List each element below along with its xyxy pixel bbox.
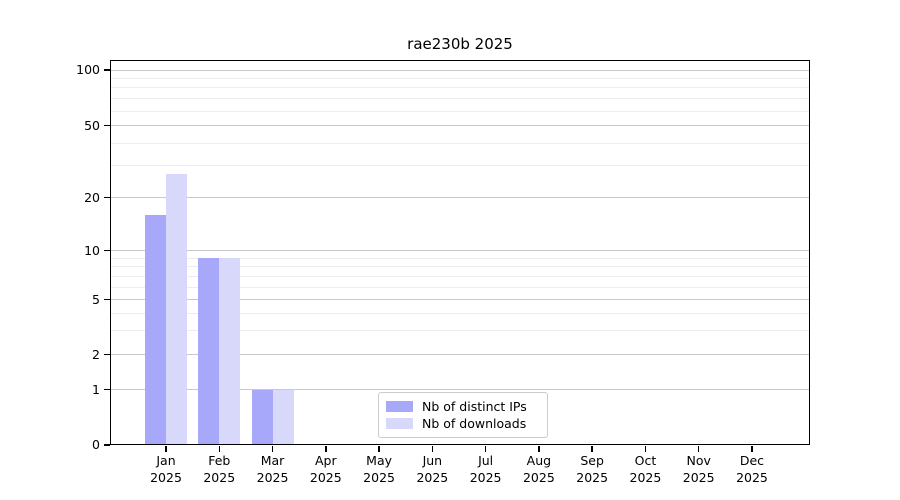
x-tick-month: Jun bbox=[422, 453, 443, 468]
x-tick-year: 2025 bbox=[309, 470, 342, 485]
x-tick-year: 2025 bbox=[363, 470, 395, 485]
x-tick-month: Jul bbox=[478, 453, 494, 468]
legend-swatch-downloads bbox=[386, 418, 413, 429]
x-tick-label: Dec 2025 bbox=[717, 452, 787, 486]
minor-gridline bbox=[110, 330, 810, 332]
bar-distinct-ips bbox=[145, 214, 166, 445]
minor-gridline bbox=[110, 87, 810, 89]
bar-downloads bbox=[272, 389, 294, 445]
x-tick-month: Nov bbox=[686, 453, 711, 468]
major-gridline bbox=[110, 250, 810, 252]
minor-gridline bbox=[110, 275, 810, 277]
minor-gridline bbox=[110, 110, 810, 112]
x-tick-mark bbox=[484, 446, 487, 452]
bar-distinct-ips bbox=[251, 389, 273, 445]
x-tick-year: 2025 bbox=[522, 470, 555, 485]
x-tick-mark bbox=[697, 446, 700, 452]
x-tick-label: Aug 2025 bbox=[504, 452, 574, 486]
plot-area bbox=[110, 60, 810, 445]
minor-gridline bbox=[110, 142, 810, 144]
x-tick-label: Jan 2025 bbox=[131, 452, 201, 486]
y-tick-label: 50 bbox=[84, 117, 100, 133]
y-tick-label: 0 bbox=[92, 437, 100, 452]
x-tick-month: Apr bbox=[314, 453, 337, 468]
x-tick-label: Nov 2025 bbox=[664, 452, 734, 486]
legend-label-distinct-ips: Nb of distinct IPs bbox=[422, 399, 527, 414]
y-tick-mark bbox=[104, 249, 110, 252]
x-tick-year: 2025 bbox=[682, 470, 715, 485]
x-tick-month: Oct bbox=[634, 453, 657, 468]
major-gridline bbox=[110, 299, 810, 301]
x-tick-mark bbox=[431, 446, 434, 452]
x-tick-year: 2025 bbox=[203, 470, 236, 485]
y-tick-label: 100 bbox=[76, 62, 100, 77]
y-tick-mark bbox=[104, 298, 110, 301]
y-tick-label: 5 bbox=[92, 291, 100, 307]
minor-gridline bbox=[110, 286, 810, 288]
x-tick-mark bbox=[538, 446, 540, 452]
x-tick-year: 2025 bbox=[416, 470, 449, 485]
minor-gridline bbox=[110, 257, 810, 259]
x-tick-mark bbox=[271, 446, 274, 452]
x-tick-year: 2025 bbox=[150, 470, 182, 485]
bar-distinct-ips bbox=[198, 258, 220, 445]
x-tick-label: Sep 2025 bbox=[557, 452, 627, 486]
x-tick-month: Sep bbox=[580, 453, 604, 468]
major-gridline bbox=[110, 69, 810, 71]
legend-entry-distinct-ips: Nb of distinct IPs bbox=[386, 399, 540, 414]
x-tick-label: Oct 2025 bbox=[610, 452, 680, 486]
x-tick-label: Jul 2025 bbox=[451, 452, 521, 486]
chart-title: rae230b 2025 bbox=[407, 35, 513, 53]
x-tick-label: Jun 2025 bbox=[397, 452, 467, 486]
legend-swatch-distinct-ips bbox=[386, 401, 413, 412]
x-tick-month: Aug bbox=[526, 453, 552, 468]
y-tick-mark bbox=[104, 388, 110, 391]
bar-downloads bbox=[219, 258, 241, 445]
y-tick-mark bbox=[104, 353, 110, 356]
x-tick-mark bbox=[218, 446, 221, 452]
legend-entry-downloads: Nb of downloads bbox=[386, 416, 540, 431]
major-gridline bbox=[110, 389, 810, 391]
x-tick-year: 2025 bbox=[736, 470, 768, 485]
x-tick-year: 2025 bbox=[469, 470, 502, 485]
x-tick-mark bbox=[751, 446, 753, 452]
y-tick-mark bbox=[104, 124, 110, 127]
y-tick-label: 10 bbox=[84, 242, 100, 258]
x-tick-mark bbox=[165, 446, 167, 452]
y-tick-mark bbox=[104, 196, 110, 199]
y-tick-mark bbox=[104, 69, 110, 71]
x-tick-month: Jan bbox=[156, 453, 176, 468]
x-tick-mark bbox=[591, 446, 593, 452]
x-tick-year: 2025 bbox=[629, 470, 662, 485]
x-tick-mark bbox=[325, 446, 327, 452]
x-tick-label: May 2025 bbox=[344, 452, 414, 486]
x-tick-mark bbox=[644, 446, 647, 452]
y-tick-mark bbox=[104, 444, 110, 446]
x-tick-year: 2025 bbox=[576, 470, 609, 485]
major-gridline bbox=[110, 197, 810, 199]
x-tick-year: 2025 bbox=[256, 470, 289, 485]
minor-gridline bbox=[110, 98, 810, 100]
x-tick-month: May bbox=[366, 453, 392, 468]
minor-gridline bbox=[110, 312, 810, 314]
x-tick-label: Apr 2025 bbox=[291, 452, 361, 486]
x-tick-month: Dec bbox=[739, 453, 765, 468]
minor-gridline bbox=[110, 78, 810, 79]
legend: Nb of distinct IPs Nb of downloads bbox=[378, 392, 548, 438]
y-tick-label: 20 bbox=[84, 189, 100, 205]
bar-downloads bbox=[166, 174, 187, 445]
minor-gridline bbox=[110, 266, 810, 268]
major-gridline bbox=[110, 354, 810, 356]
legend-label-downloads: Nb of downloads bbox=[422, 416, 527, 431]
x-tick-label: Mar 2025 bbox=[238, 452, 308, 486]
x-tick-month: Mar bbox=[260, 453, 285, 468]
x-tick-month: Feb bbox=[208, 453, 231, 468]
y-tick-label: 1 bbox=[92, 381, 100, 397]
minor-gridline bbox=[110, 165, 810, 167]
x-tick-label: Feb 2025 bbox=[184, 452, 254, 486]
x-tick-mark bbox=[378, 446, 380, 452]
y-tick-label: 2 bbox=[92, 346, 100, 362]
major-gridline bbox=[110, 125, 810, 127]
